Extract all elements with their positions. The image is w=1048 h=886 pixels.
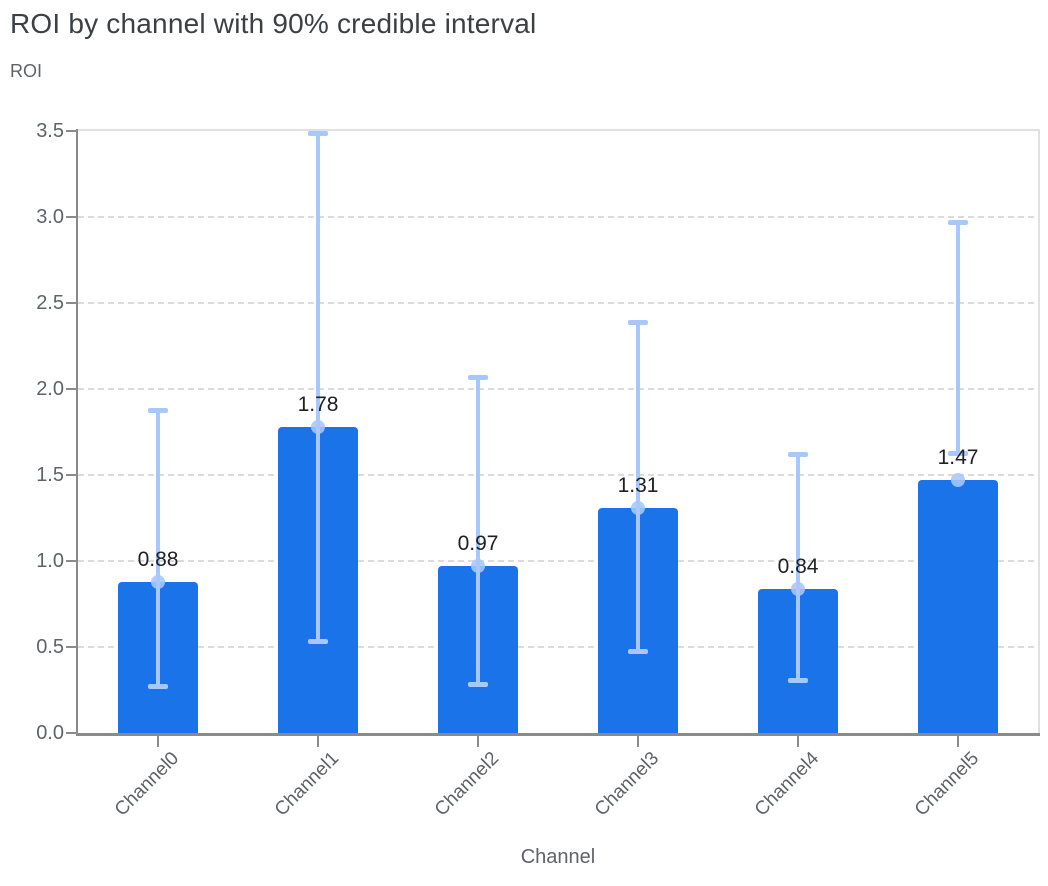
value-label-channel0: 0.88 [137,547,179,571]
y-tick-2.5 [66,302,76,304]
y-tick-1.0 [66,560,76,562]
x-tick-channel0 [157,736,159,747]
error-bar-cap-bottom-channel3 [628,649,648,655]
y-tick-label: 2.5 [36,292,64,314]
error-bar-channel2 [476,376,480,685]
y-tick-label: 3.5 [36,120,64,142]
y-tick-label: 1.5 [36,464,64,486]
mean-dot-channel5 [951,473,965,488]
chart-title: ROI by channel with 90% credible interva… [10,8,537,39]
x-tick-channel5 [957,736,959,747]
x-tick-label-channel3: Channel3 [590,748,663,821]
y-tick-label: 3.0 [36,206,64,228]
error-bar-cap-top-channel4 [788,452,808,458]
x-tick-label-channel5: Channel5 [910,748,983,821]
error-bar-channel1 [316,132,320,642]
error-bar-cap-top-channel5 [948,220,968,226]
value-label-channel1: 1.78 [297,392,339,416]
x-tick-label-channel2: Channel2 [430,748,503,821]
x-tick-channel3 [637,736,639,747]
error-bar-cap-top-channel1 [308,130,328,136]
error-bar-cap-bottom-channel0 [148,683,168,689]
value-label-channel3: 1.31 [617,473,659,497]
error-bar-cap-top-channel3 [628,319,648,325]
error-bar-cap-top-channel0 [148,407,168,413]
error-bar-cap-bottom-channel2 [468,681,488,687]
error-bar-cap-bottom-channel5 [948,451,968,457]
error-bar-channel0 [156,409,160,687]
mean-dot-channel1 [311,419,325,434]
x-tick-channel4 [797,736,799,747]
y-axis-line [76,129,78,736]
x-axis-title: Channel [520,846,596,868]
error-bar-cap-bottom-channel1 [308,638,328,644]
error-bar-channel4 [796,454,800,682]
x-tick-label-channel1: Channel1 [270,748,343,821]
value-label-channel2: 0.97 [457,532,499,556]
plot-area: 0.0 0.5 1.0 1.5 2.0 2.5 3.0 3.5 0.88 Channel0 1.78… [36,120,1040,820]
x-tick-channel2 [477,736,479,747]
gridline-0.5 [78,646,1038,648]
plot-border-right [1038,131,1040,733]
y-tick-3.5 [66,130,76,132]
error-bar-cap-top-channel2 [468,374,488,380]
gridline-1.0 [78,560,1038,562]
x-axis-line [76,733,1040,736]
x-tick-channel1 [317,736,319,747]
error-bar-channel3 [636,321,640,653]
y-tick-3.0 [66,216,76,218]
mean-dot-channel2 [471,559,485,574]
y-tick-0.0 [66,732,76,734]
x-tick-label-channel4: Channel4 [750,748,823,821]
y-tick-label: 0.0 [36,722,64,744]
y-tick-2.0 [66,388,76,390]
mean-dot-channel4 [791,581,805,596]
gridline-2.0 [78,388,1038,390]
y-axis-title: ROI [10,61,43,81]
error-bar-channel5 [956,222,960,455]
error-bar-cap-bottom-channel4 [788,678,808,684]
value-label-channel5: 1.47 [937,446,979,470]
gridline-1.5 [78,474,1038,476]
y-tick-label: 0.5 [36,636,64,658]
mean-dot-channel3 [631,500,645,515]
plot-border-top [78,129,1040,131]
mean-dot-channel0 [151,574,165,589]
y-tick-label: 1.0 [36,550,64,572]
x-tick-label-channel0: Channel0 [110,748,183,821]
y-tick-label: 2.0 [36,378,64,400]
value-label-channel4: 0.84 [777,554,819,578]
y-tick-0.5 [66,646,76,648]
gridline-3.0 [78,216,1038,218]
y-tick-1.5 [66,474,76,476]
bar-channel5 [918,480,998,733]
gridline-2.5 [78,302,1038,304]
